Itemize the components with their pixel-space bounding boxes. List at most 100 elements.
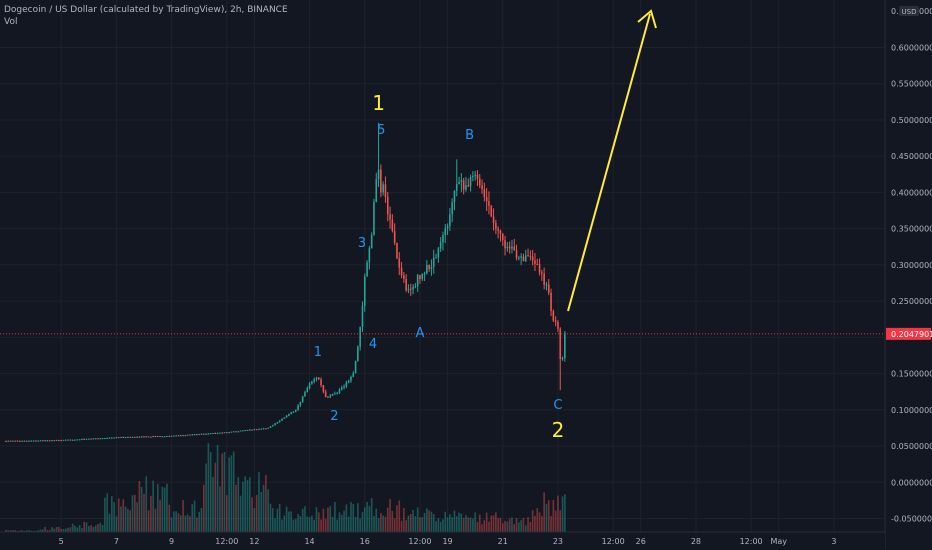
candle-body <box>48 440 51 442</box>
symbol-title[interactable]: Dogecoin / US Dollar (calculated by Trad… <box>4 5 288 15</box>
last-price-label: 0.20479014 <box>891 330 932 339</box>
candle-body <box>400 267 403 276</box>
volume-bar <box>357 503 359 532</box>
volume-bar <box>354 516 357 532</box>
candle-body <box>198 434 200 436</box>
time-tick-label: May <box>770 537 787 546</box>
candle-body <box>78 439 81 441</box>
volume-bar <box>419 517 421 532</box>
candle-body <box>53 440 56 442</box>
candle-body <box>290 412 292 415</box>
volume-bar <box>283 515 286 532</box>
candle-body <box>152 436 154 438</box>
volume-bar <box>223 451 226 532</box>
candle-body <box>106 437 108 439</box>
volume-bar <box>465 515 467 532</box>
volume-bar <box>106 493 108 532</box>
volume-bar <box>430 511 433 532</box>
time-axis[interactable]: 5 7 9 12:00 12 14 16 12:00 19 21 23 12:00 26 28 12:00 M… <box>0 531 885 550</box>
volume-bar <box>460 513 463 532</box>
candle-body <box>467 185 470 187</box>
volume-bar <box>292 519 295 532</box>
candle-body <box>9 440 12 442</box>
candle-body <box>67 439 69 441</box>
volume-bar <box>483 520 486 532</box>
arrow-shaft <box>567 13 651 312</box>
time-tick-label: 12:00 <box>408 537 431 546</box>
volume-bar <box>386 507 389 532</box>
volume-bar <box>108 513 111 532</box>
volume-bar <box>311 515 313 532</box>
volume-bar <box>269 503 272 532</box>
volume-bar <box>154 508 157 532</box>
volume-bar <box>94 525 97 532</box>
candle-body <box>154 436 157 438</box>
volume-bar <box>76 527 79 532</box>
time-tick-label: 21 <box>498 537 508 546</box>
volume-indicator-label[interactable]: Vol <box>4 17 18 27</box>
candle-body <box>7 440 10 442</box>
candle-body <box>407 288 410 291</box>
volume-bar <box>37 530 40 532</box>
candle-body <box>515 250 518 258</box>
volume-bar <box>242 481 244 532</box>
volume-bar <box>239 495 242 532</box>
candle-body <box>547 284 550 293</box>
candle-body <box>495 222 497 229</box>
wave-1-major-label: 1 <box>372 91 385 115</box>
candle-body <box>122 436 125 438</box>
time-tick-label: 7 <box>114 537 119 546</box>
volume-bar <box>25 530 28 532</box>
candle-body <box>311 381 313 384</box>
volume-bar <box>99 522 102 532</box>
candle-body <box>513 246 516 251</box>
volume-bar <box>329 506 332 532</box>
volume-bar <box>124 506 127 532</box>
candle-body <box>235 431 237 433</box>
volume-bar <box>368 505 371 532</box>
volume-bar <box>495 512 497 532</box>
volume-bar <box>439 521 442 532</box>
volume-bar <box>391 510 394 532</box>
price-axis[interactable]: 0.650000000.600000000.550000000.50000000… <box>884 0 932 550</box>
volume-bar <box>485 512 488 532</box>
volume-bar <box>557 495 559 532</box>
projection-arrow[interactable] <box>567 9 657 312</box>
volume-bars <box>5 443 566 532</box>
candle-body <box>518 257 520 259</box>
time-axis-bg <box>0 532 885 550</box>
price-axis-bg <box>885 0 932 550</box>
volume-bar <box>251 497 253 532</box>
volume-bar <box>550 516 552 532</box>
volume-bar <box>317 512 320 532</box>
candle-body <box>94 438 97 440</box>
volume-bar <box>414 516 417 532</box>
candle-body <box>237 431 240 433</box>
candle-body <box>143 436 145 438</box>
candle-body <box>469 177 472 187</box>
candle-body <box>244 430 246 432</box>
time-tick-label: 16 <box>360 537 370 546</box>
currency-badge <box>899 6 919 16</box>
candle-body <box>184 435 187 437</box>
volume-bar <box>488 521 490 532</box>
candle-body <box>541 272 543 274</box>
candle-body <box>340 387 343 390</box>
wave-minor-label: A <box>416 326 425 341</box>
candle-body <box>444 228 447 236</box>
volume-bar <box>90 525 92 532</box>
volume-bar <box>421 517 424 532</box>
volume-bar <box>161 486 164 532</box>
candle-body <box>265 428 267 430</box>
volume-bar <box>150 495 152 532</box>
candle-body <box>189 434 191 436</box>
volume-bar <box>520 520 522 532</box>
volume-bar <box>451 517 453 532</box>
candle-body <box>44 440 46 442</box>
